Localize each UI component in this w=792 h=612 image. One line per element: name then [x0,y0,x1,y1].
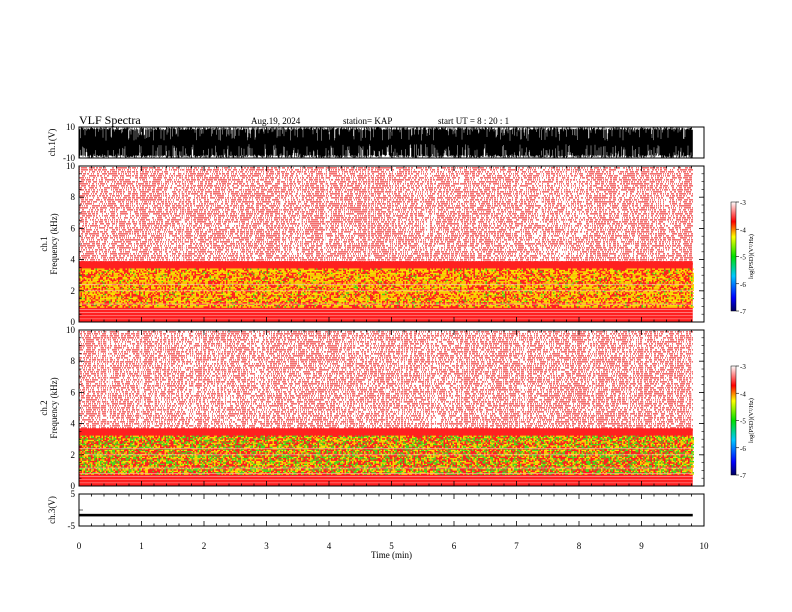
ch1-waveform-trace [78,127,693,158]
ch3-ytick-bottom: -5 [68,521,76,531]
date-label: Aug.19, 2024 [251,116,301,126]
ch1-spectrogram-ytick-0: 0 [71,317,76,327]
ch1-spectrogram-colorbar [730,201,737,312]
page-title: VLF Spectra [79,113,141,127]
svg-text:ch.1(V): ch.1(V) [47,129,57,157]
ch2-spectrogram-ytick-4: 4 [71,419,76,429]
xtick-label-6: 6 [452,541,457,551]
ch2-spectrogram-ytick-6: 6 [71,387,76,397]
ch2-spectrogram-ytick-8: 8 [71,356,76,366]
xtick-label-7: 7 [514,541,519,551]
xaxis-label: Time (min) [371,550,412,560]
ch2-spectrogram-colorbar-tick: -6 [740,445,746,453]
ch2-spectrogram-colorbar-tick: -7 [740,472,746,480]
ch3-ytick-top: 5 [71,489,76,499]
svg-text:ch.2: ch.2 [39,400,49,415]
svg-text:ch.1: ch.1 [39,236,49,251]
svg-text:Frequency (kHz): Frequency (kHz) [49,213,59,274]
ch1-spectrogram-heatmap [79,166,694,322]
ch1-spectrogram-colorbar-label: log(PSD)(V²/Hz) [748,234,755,279]
ch2-spectrogram-colorbar-label: log(PSD)(V²/Hz) [748,398,755,443]
xtick-label-1: 1 [139,541,144,551]
xtick-label-0: 0 [77,541,82,551]
xtick-label-8: 8 [577,541,582,551]
ch2-spectrogram-colorbar-tick: -4 [740,390,746,398]
ch2-spectrogram-ytick-2: 2 [71,450,76,460]
xtick-label-9: 9 [639,541,644,551]
ch1-spectrogram-colorbar-tick: -7 [740,308,746,316]
station-label: station= KAP [343,116,393,126]
ch1-spectrogram-ytick-8: 8 [71,192,76,202]
ch1-spectrogram-colorbar-tick: -3 [740,199,746,207]
ch2-spectrogram-colorbar [730,365,737,476]
ch2-spectrogram-colorbar-tick: -3 [740,363,746,371]
ch1-ytick-bottom: -10 [63,153,75,163]
ch2-spectrogram-heatmap [79,330,694,486]
svg-text:log(PSD)(V²/Hz): log(PSD)(V²/Hz) [748,398,755,443]
ch2-spectrogram-ylabel: ch.2 Frequency (kHz) [39,377,59,438]
ch1-spectrogram-ytick-10: 10 [66,161,76,171]
ch1-ytick-top: 10 [66,122,76,132]
xtick-label-2: 2 [202,541,207,551]
ch1-spectrogram-colorbar-tick: -4 [740,226,746,234]
start-time-label: start UT = 8 : 20 : 1 [438,116,510,126]
xtick-label-3: 3 [264,541,269,551]
ch3-waveform-trace [79,513,693,517]
ch2-spectrogram-ytick-0: 0 [71,481,76,491]
ch1-spectrogram-ytick-6: 6 [71,223,76,233]
ch2-spectrogram-ytick-10: 10 [66,325,76,335]
xtick-label-10: 10 [700,541,710,551]
ch2-spectrogram-colorbar-tick: -5 [740,418,746,426]
ch1-spectrogram-ytick-2: 2 [71,286,76,296]
ch1-waveform-ylabel: ch.1(V) [47,129,57,157]
svg-text:Frequency (kHz): Frequency (kHz) [49,377,59,438]
ch1-spectrogram-ylabel: ch.1 Frequency (kHz) [39,213,59,274]
svg-text:ch.3(V): ch.3(V) [47,496,57,524]
ch1-spectrogram-colorbar-tick: -6 [740,281,746,289]
xtick-label-4: 4 [327,541,332,551]
svg-text:log(PSD)(V²/Hz): log(PSD)(V²/Hz) [748,234,755,279]
ch3-waveform-ylabel: ch.3(V) [47,496,57,524]
ch1-spectrogram-ytick-4: 4 [71,255,76,265]
ch1-spectrogram-colorbar-tick: -5 [740,254,746,262]
xtick-label-5: 5 [389,541,394,551]
